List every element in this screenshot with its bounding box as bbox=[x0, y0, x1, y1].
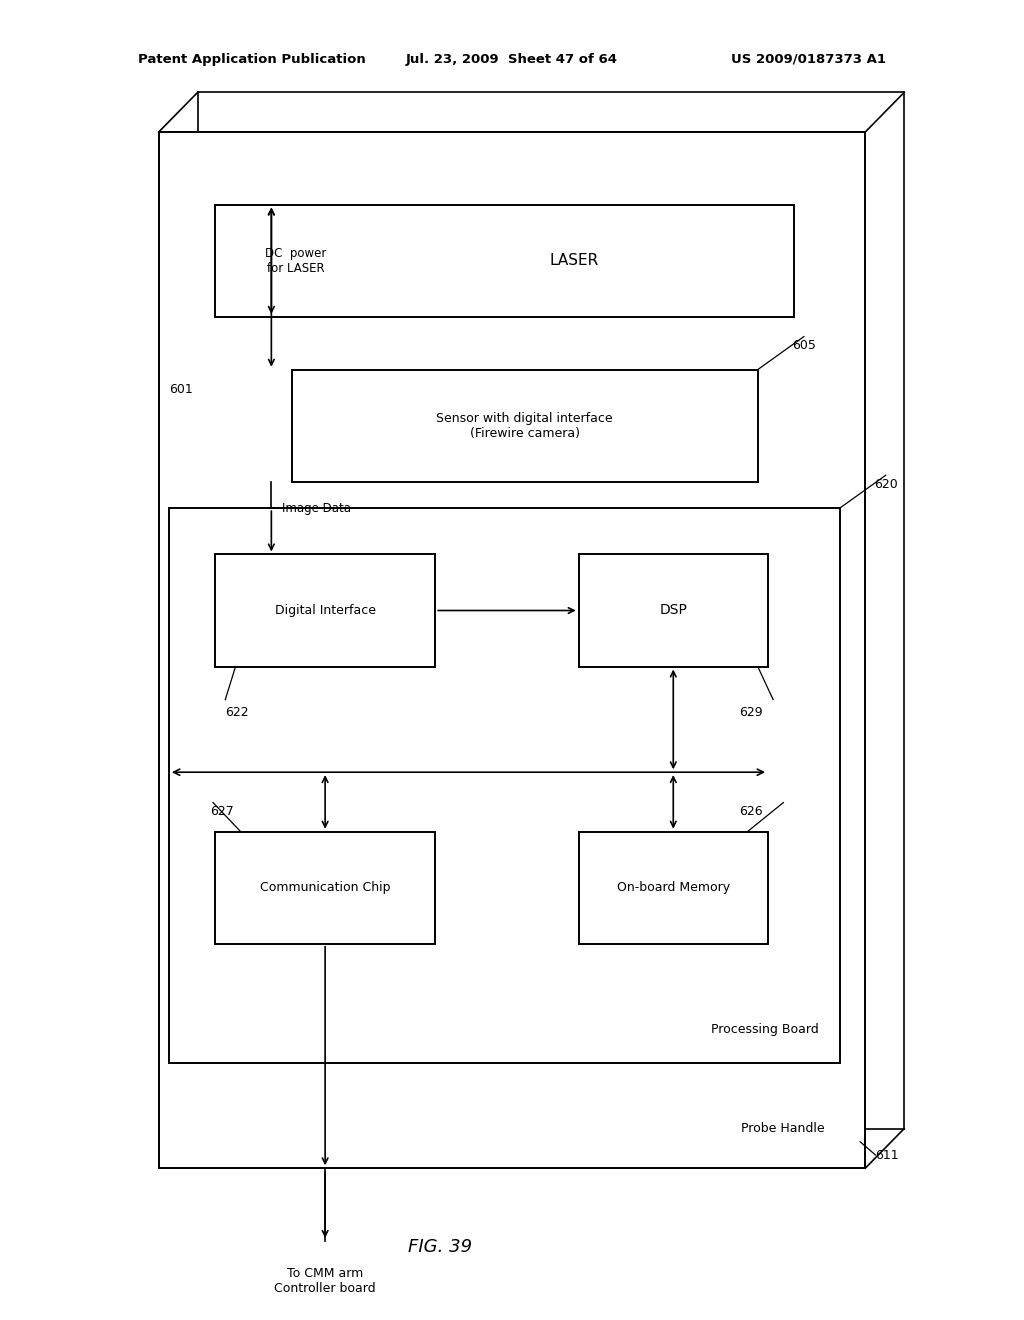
Bar bbox=[215, 554, 435, 667]
Text: 611: 611 bbox=[876, 1148, 899, 1162]
Text: 627: 627 bbox=[210, 805, 233, 818]
Text: 601: 601 bbox=[169, 383, 193, 396]
Text: Jul. 23, 2009  Sheet 47 of 64: Jul. 23, 2009 Sheet 47 of 64 bbox=[406, 53, 618, 66]
Bar bbox=[159, 132, 865, 1168]
Bar bbox=[215, 205, 794, 317]
Text: Sensor with digital interface
(Firewire camera): Sensor with digital interface (Firewire … bbox=[436, 412, 613, 440]
Text: 622: 622 bbox=[225, 706, 249, 719]
Text: Image Data: Image Data bbox=[282, 502, 350, 515]
Text: Probe Handle: Probe Handle bbox=[740, 1122, 824, 1135]
Text: LASER: LASER bbox=[549, 253, 598, 268]
Bar bbox=[579, 832, 768, 944]
Text: To CMM arm
Controller board: To CMM arm Controller board bbox=[274, 1267, 376, 1295]
Bar bbox=[169, 508, 840, 1063]
Text: 605: 605 bbox=[792, 339, 816, 352]
Text: Communication Chip: Communication Chip bbox=[260, 882, 390, 894]
Text: 620: 620 bbox=[873, 478, 898, 491]
Text: Digital Interface: Digital Interface bbox=[274, 605, 376, 616]
Text: 629: 629 bbox=[739, 706, 763, 719]
Text: Processing Board: Processing Board bbox=[712, 1023, 819, 1036]
Text: DC  power
for LASER: DC power for LASER bbox=[265, 247, 327, 275]
Bar bbox=[215, 832, 435, 944]
Text: 626: 626 bbox=[739, 805, 763, 818]
Text: US 2009/0187373 A1: US 2009/0187373 A1 bbox=[731, 53, 886, 66]
Bar bbox=[292, 370, 758, 482]
Text: FIG. 39: FIG. 39 bbox=[409, 1238, 472, 1257]
Text: Patent Application Publication: Patent Application Publication bbox=[138, 53, 366, 66]
Bar bbox=[159, 132, 865, 1168]
Text: DSP: DSP bbox=[659, 603, 687, 618]
Text: On-board Memory: On-board Memory bbox=[616, 882, 730, 894]
Bar bbox=[579, 554, 768, 667]
